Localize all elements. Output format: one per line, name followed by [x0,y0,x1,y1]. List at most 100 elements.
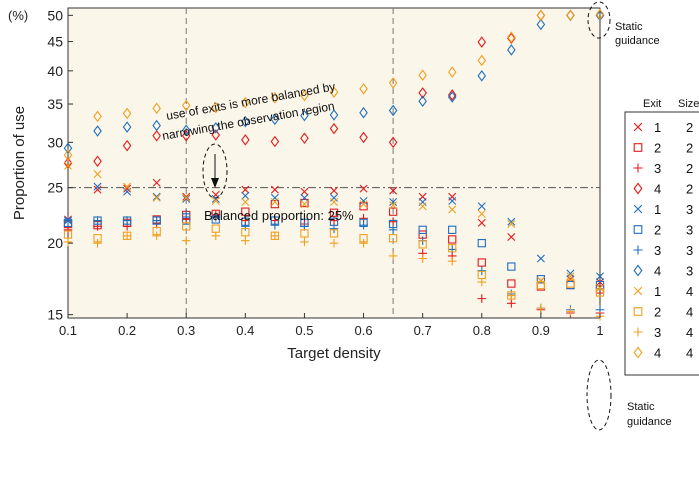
legend-marker-exit2-size2 [633,143,643,152]
data-point-exit2-size3 [477,238,486,248]
legend-marker-exit2-size3 [633,225,643,234]
data-point-exit1-size3 [359,196,368,205]
data-point-exit4-size3 [63,142,73,154]
data-point-exit3-size3 [388,225,398,235]
legend-header-exit: Exit [643,98,661,110]
data-point-exit3-size3 [359,220,368,230]
data-point-exit2-size4 [595,288,605,297]
y-axis-title: Proportion of use [11,106,28,220]
data-point-exit1-size4 [182,193,191,202]
data-point-exit1-size3 [211,194,220,203]
annotation-arrow-head [211,178,219,188]
data-point-exit4-size2 [359,131,368,144]
x-tick-label: 0.6 [355,323,373,338]
data-point-exit4-size4 [181,99,191,112]
y-tick-label: 45 [47,34,63,50]
legend-size-label: 4 [686,325,693,340]
data-point-exit3-size4 [63,237,73,247]
x-tick-label: 0.7 [414,323,432,338]
data-point-exit2-size4 [241,228,250,237]
legend-size-label: 4 [686,305,693,320]
data-point-exit2-size4 [388,234,398,243]
legend-exit-label: 1 [654,202,661,217]
legend-size-label: 4 [686,284,693,299]
data-point-exit4-size4 [477,54,487,67]
legend-exit-label: 1 [654,120,661,135]
data-point-exit4-size2 [329,122,339,135]
data-point-exit1-size2 [330,186,338,195]
y-tick-label: 20 [47,235,63,251]
data-point-exit1-size4 [448,205,457,214]
y-tick-label: 35 [47,96,63,112]
data-point-exit4-size2 [152,130,161,142]
legend-size-label: 2 [686,161,693,176]
data-point-exit1-size2 [182,192,191,201]
static-top-line1: Static [615,21,643,33]
data-point-exit1-size2 [389,186,398,195]
data-point-exit3-size4 [536,303,546,313]
legend-marker-exit2-size4 [633,307,643,316]
data-point-exit1-size2 [477,218,486,227]
data-point-exit4-size2 [181,130,191,142]
legend-exit-label: 3 [654,161,661,176]
x-tick-label: 0.8 [473,323,491,338]
x-tick-label: 0.1 [59,323,77,338]
legend-size-label: 4 [686,346,693,361]
data-point-exit2-size2 [300,198,309,208]
data-point-exit1-size4 [152,193,161,202]
static-bottom-line1: Static [627,401,655,413]
data-point-exit1-size3 [596,272,604,281]
y-axis: 15 20 25 30 35 40 45 50 [47,7,73,323]
data-point-exit3-size4 [241,236,250,245]
data-point-exit1-size3 [477,202,486,211]
data-point-exit3-size3 [300,222,309,231]
data-point-exit2-size3 [448,225,457,234]
data-point-exit1-size4 [270,198,279,206]
data-point-exit1-size2 [596,278,604,287]
data-point-exit2-size2 [388,207,398,216]
data-point-exit1-size4 [507,220,516,228]
legend-marker-exit4-size3 [633,264,643,277]
legend-exit-label: 4 [654,346,661,361]
data-point-exit4-size3 [595,9,605,22]
data-point-exit4-size2 [447,89,457,101]
data-point-exit4-size2 [388,136,398,149]
data-point-exit4-size4 [329,86,339,99]
legend-exit-label: 1 [654,284,661,299]
data-point-exit1-size4 [241,198,250,206]
legend-box [624,111,699,376]
data-point-exit4-size3 [181,124,191,136]
data-point-exit1-size2 [507,233,516,241]
legend-size-label: 3 [686,264,693,279]
data-point-exit4-size3 [329,109,339,121]
data-point-exit1-size2 [241,185,250,194]
legend-size-label: 3 [686,223,693,238]
data-point-exit4-size3 [211,122,221,134]
data-point-exit1-size4 [596,283,604,292]
data-point-exit1-size3 [182,194,191,203]
y-tick-label: 25 [47,180,63,196]
data-point-exit1-size4 [566,272,575,281]
legend-size-label: 2 [686,120,693,135]
data-point-exit4-size2 [418,87,427,99]
legend-marker-exit3-size3 [633,245,643,255]
data-point-exit4-size3 [93,125,102,137]
data-point-exit3-size4 [447,256,457,266]
legend-exit-label: 2 [654,141,661,156]
data-point-exit2-size2 [477,258,486,267]
data-point-exit4-size4 [447,66,457,78]
data-point-exit3-size2 [388,217,398,227]
data-marks [63,8,605,321]
data-point-exit2-size4 [536,280,546,290]
legend-marker-exit4-size4 [633,346,643,359]
data-point-exit1-size4 [211,196,220,205]
data-point-exit1-size4 [536,276,545,285]
data-point-exit4-size3 [270,113,280,126]
data-point-exit3-size3 [181,209,191,219]
legend-exit-label: 2 [654,223,661,238]
legend-marker-exit1-size4 [633,286,643,296]
data-point-exit3-size3 [152,216,161,225]
static-bottom-line2: guidance [627,416,672,428]
data-point-exit2-size2 [507,279,516,288]
